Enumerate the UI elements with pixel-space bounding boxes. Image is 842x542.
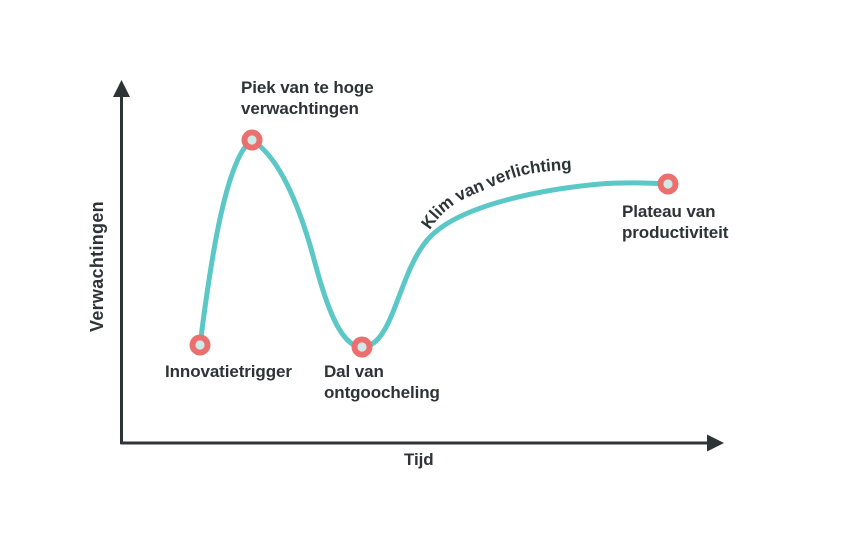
svg-text:Klim van verlichting: Klim van verlichting (417, 155, 572, 233)
